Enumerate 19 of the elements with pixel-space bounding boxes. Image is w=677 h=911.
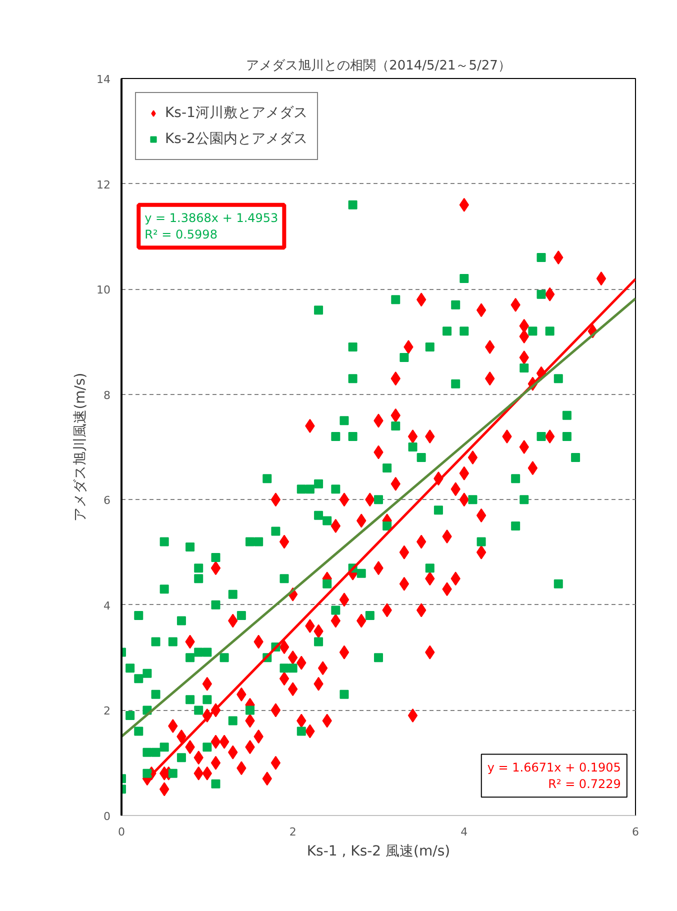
x-axis-title: Ks-1 , Ks-2 風速(m/s) — [306, 844, 450, 860]
y-tick-label: 2 — [104, 704, 110, 718]
y-tick-label: 12 — [96, 178, 111, 192]
y-tick-label: 10 — [96, 284, 111, 297]
legend-label: Ks-2公園内とアメダス — [165, 130, 308, 148]
annotation: y = 1.3868x + 1.4953 R² = 0.5998 — [144, 210, 278, 242]
y-tick-label: 6 — [104, 494, 110, 508]
x-tick-label: 6 — [632, 826, 639, 838]
x-tick-label: 4 — [460, 826, 468, 838]
x-tick-label: 0 — [118, 826, 125, 838]
annotation: y = 1.6671x + 0.1905 R² = 0.7229 — [487, 760, 621, 792]
chart-title: アメダス旭川との相関（2014/5/21～5/27） — [246, 58, 511, 74]
y-tick-label: 8 — [104, 388, 110, 402]
x-tick-label: 2 — [289, 826, 296, 838]
y-tick-label: 4 — [104, 599, 110, 612]
legend-label: Ks-1河川敷とアメダス — [165, 104, 308, 122]
y-axis-title: アメダス旭川風速(m/s) — [72, 372, 89, 522]
y-tick-label: 14 — [96, 73, 111, 86]
y-tick-label: 0 — [104, 810, 110, 823]
